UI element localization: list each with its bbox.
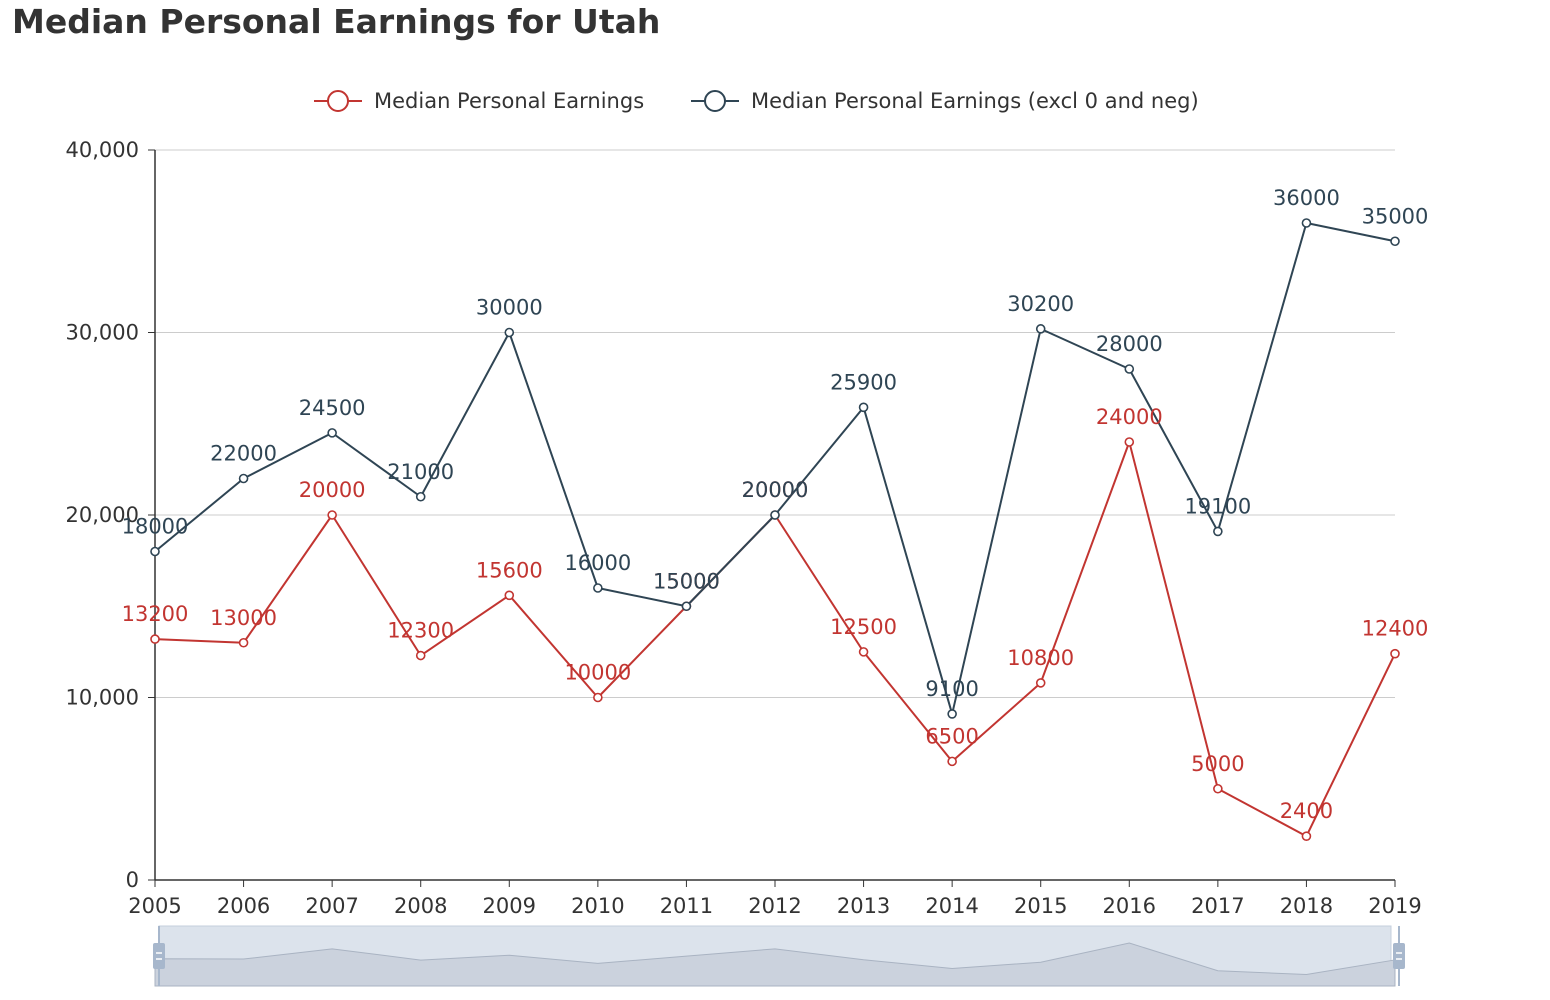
data-label: 20000 [742, 478, 809, 502]
y-tick-label: 10,000 [66, 686, 139, 710]
data-point [150, 546, 160, 557]
data-label: 15000 [653, 569, 720, 593]
x-tick-label: 2009 [483, 894, 536, 918]
zoom-handle-left[interactable] [153, 926, 165, 986]
x-tick-label: 2008 [394, 894, 447, 918]
data-label: 12400 [1362, 617, 1429, 641]
data-label: 16000 [564, 551, 631, 575]
x-tick-label: 2012 [748, 894, 801, 918]
data-point [593, 583, 603, 593]
data-point [593, 692, 603, 703]
data-label: 20000 [742, 478, 809, 502]
data-point [415, 491, 426, 502]
data-label: 13000 [210, 606, 277, 630]
legend[interactable]: Median Personal Earnings Median Personal … [314, 89, 1199, 113]
series-layer [150, 218, 1400, 842]
data-point [327, 510, 337, 520]
x-tick-label: 2006 [217, 894, 270, 918]
data-labels: 13200 13000 20000 12300 15600 10000 15000 20000… [122, 186, 1429, 823]
zoom-preview [154, 942, 1396, 987]
data-label: 12300 [387, 619, 454, 643]
y-tick-label: 20,000 [66, 503, 139, 527]
data-label: 10800 [1007, 646, 1074, 670]
data-point [150, 634, 160, 644]
data-point [1301, 218, 1312, 228]
axes: 0 10,000 20,000 30,000 40,000 2005 2006 2007 200… [66, 138, 1422, 918]
data-label: 12500 [830, 615, 897, 639]
x-tick-label: 2015 [1014, 894, 1067, 918]
data-point [238, 473, 249, 484]
data-label: 36000 [1273, 186, 1340, 210]
zoom-handle-grip [1393, 943, 1405, 969]
data-point [858, 402, 869, 413]
data-point [504, 327, 515, 338]
data-label: 15600 [476, 558, 543, 582]
data-point [1301, 831, 1312, 842]
data-point [1035, 678, 1046, 688]
data-label: 13200 [122, 602, 189, 626]
data-point [415, 650, 426, 661]
x-tick-label: 2005 [128, 894, 181, 918]
grid-lines [155, 149, 1395, 698]
x-tick-label: 2018 [1280, 894, 1333, 918]
data-label: 35000 [1362, 204, 1429, 228]
data-label: 20000 [299, 478, 366, 502]
data-point [947, 756, 957, 767]
data-point [238, 637, 249, 648]
data-label: 5000 [1191, 752, 1244, 776]
data-label: 25900 [830, 370, 897, 394]
data-point [327, 428, 337, 438]
data-point [1124, 364, 1135, 374]
data-point [681, 601, 692, 612]
legend-marker [327, 90, 349, 112]
data-label: 24000 [1096, 405, 1163, 429]
data-label: 22000 [210, 442, 277, 466]
data-label: 15000 [653, 569, 720, 593]
y-tick-label: 40,000 [66, 138, 139, 162]
y-tick-label: 30,000 [66, 321, 139, 345]
data-label: 19100 [1184, 494, 1251, 518]
data-point [947, 709, 957, 719]
legend-marker [704, 90, 726, 112]
data-label: 18000 [122, 515, 189, 539]
legend-label: Median Personal Earnings [374, 89, 644, 113]
data-point [1035, 324, 1046, 334]
data-label: 21000 [387, 460, 454, 484]
data-point [770, 510, 780, 520]
data-point [1124, 437, 1135, 447]
x-tick-label: 2016 [1103, 894, 1156, 918]
x-tick-label: 2013 [837, 894, 890, 918]
chart-title: Median Personal Earnings for Utah [12, 2, 661, 41]
data-point [858, 647, 869, 657]
y-tick-label: 0 [126, 868, 139, 892]
data-point [1213, 783, 1223, 794]
data-zoom-slider[interactable] [153, 925, 1405, 987]
x-tick-label: 2014 [925, 894, 978, 918]
data-label: 24500 [299, 396, 366, 420]
legend-item[interactable]: Median Personal Earnings [314, 89, 644, 113]
data-point [1390, 236, 1400, 247]
x-tick-label: 2010 [571, 894, 624, 918]
data-label: 9100 [925, 677, 978, 701]
data-label: 30000 [476, 296, 543, 320]
data-point [504, 590, 515, 601]
zoom-handle-right[interactable] [1393, 926, 1405, 986]
data-label: 6500 [925, 724, 978, 748]
data-label: 30200 [1007, 292, 1074, 316]
legend-label: Median Personal Earnings (excl 0 and neg… [751, 89, 1199, 113]
data-label: 10000 [564, 661, 631, 685]
x-tick-label: 2007 [305, 894, 358, 918]
data-label: 28000 [1096, 332, 1163, 356]
x-tick-label: 2019 [1368, 894, 1421, 918]
data-label: 2400 [1280, 799, 1333, 823]
legend-item[interactable]: Median Personal Earnings (excl 0 and neg… [691, 89, 1199, 113]
series-line [154, 222, 1396, 715]
x-tick-label: 2017 [1191, 894, 1244, 918]
zoom-handle-grip [153, 943, 165, 969]
data-point [1213, 526, 1223, 537]
x-tick-label: 2011 [660, 894, 713, 918]
data-point [1390, 648, 1400, 659]
